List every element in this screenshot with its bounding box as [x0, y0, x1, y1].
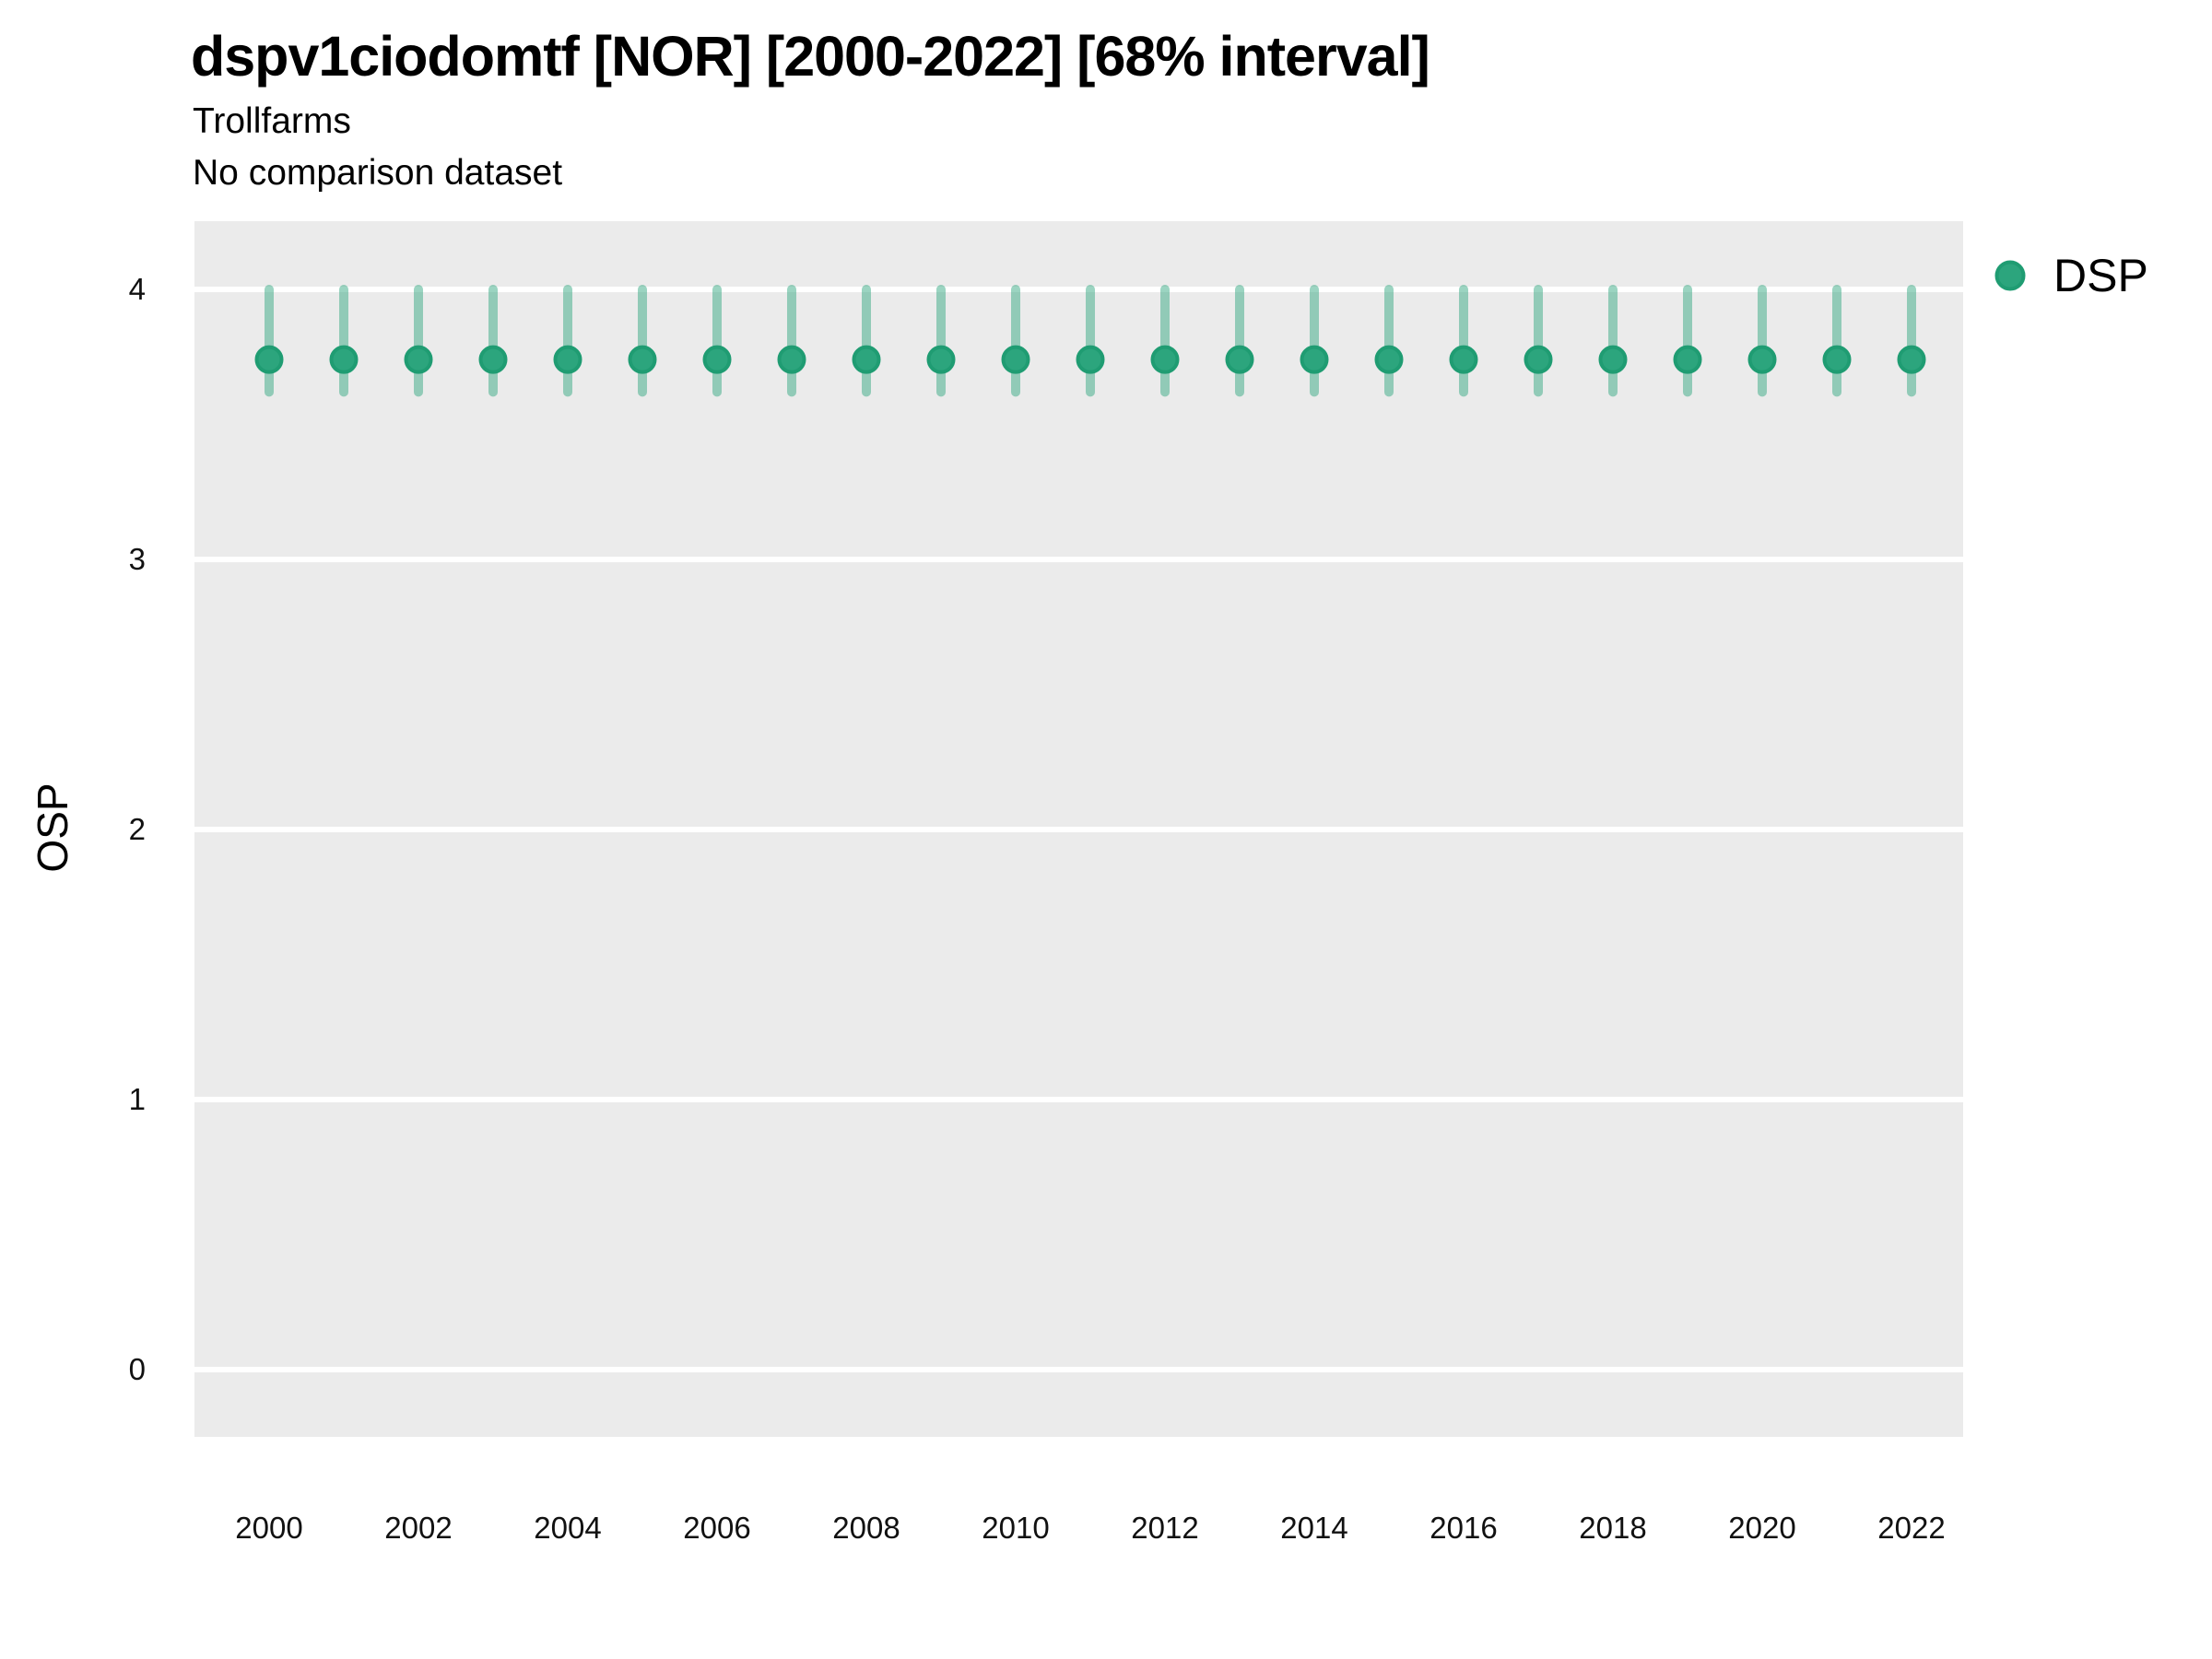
- data-point: [1001, 345, 1030, 374]
- data-point: [553, 345, 582, 374]
- x-tick-label: 2010: [982, 1511, 1049, 1545]
- data-point: [1300, 345, 1329, 374]
- data-point: [404, 345, 433, 374]
- data-point: [852, 345, 881, 374]
- x-tick-label: 2022: [1877, 1511, 1945, 1545]
- legend-label: DSP: [2053, 250, 2148, 301]
- y-tick-label: 3: [129, 542, 146, 576]
- data-point: [1673, 345, 1702, 374]
- data-point: [1225, 345, 1254, 374]
- x-tick-label: 2012: [1131, 1511, 1198, 1545]
- chart-subtitle: Trollfarms: [193, 101, 351, 141]
- data-point: [1747, 345, 1777, 374]
- x-tick-label: 2018: [1579, 1511, 1646, 1545]
- chart-title: dspv1ciodomtf [NOR] [2000-2022] [68% int…: [191, 25, 1430, 88]
- data-point: [329, 345, 359, 374]
- x-tick-label: 2020: [1728, 1511, 1795, 1545]
- y-tick-label: 2: [129, 812, 146, 846]
- y-tick-label: 4: [129, 272, 146, 306]
- x-tick-label: 2000: [235, 1511, 302, 1545]
- data-point: [926, 345, 956, 374]
- legend-marker-icon: [1994, 260, 2026, 291]
- data-point: [777, 345, 806, 374]
- data-point: [1598, 345, 1628, 374]
- data-point: [1076, 345, 1105, 374]
- data-point: [1897, 345, 1926, 374]
- x-tick-label: 2014: [1280, 1511, 1347, 1545]
- data-point: [1524, 345, 1553, 374]
- data-point: [254, 345, 284, 374]
- data-point: [1449, 345, 1478, 374]
- x-tick-label: 2002: [384, 1511, 452, 1545]
- data-point: [1822, 345, 1852, 374]
- x-tick-label: 2004: [534, 1511, 601, 1545]
- x-tick-label: 2008: [832, 1511, 900, 1545]
- comparison-note: No comparison dataset: [193, 153, 563, 193]
- x-tick-label: 2006: [683, 1511, 750, 1545]
- x-tick-label: 2016: [1430, 1511, 1497, 1545]
- y-tick-label: 1: [129, 1082, 146, 1116]
- data-point: [1374, 345, 1404, 374]
- y-axis-title: OSP: [29, 782, 76, 873]
- data-point: [478, 345, 508, 374]
- data-point: [702, 345, 732, 374]
- data-point: [628, 345, 657, 374]
- y-tick-label: 0: [129, 1352, 146, 1386]
- data-point: [1150, 345, 1180, 374]
